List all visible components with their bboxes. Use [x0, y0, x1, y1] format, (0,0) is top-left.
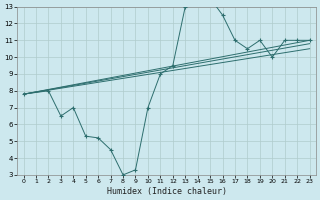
- X-axis label: Humidex (Indice chaleur): Humidex (Indice chaleur): [107, 187, 227, 196]
